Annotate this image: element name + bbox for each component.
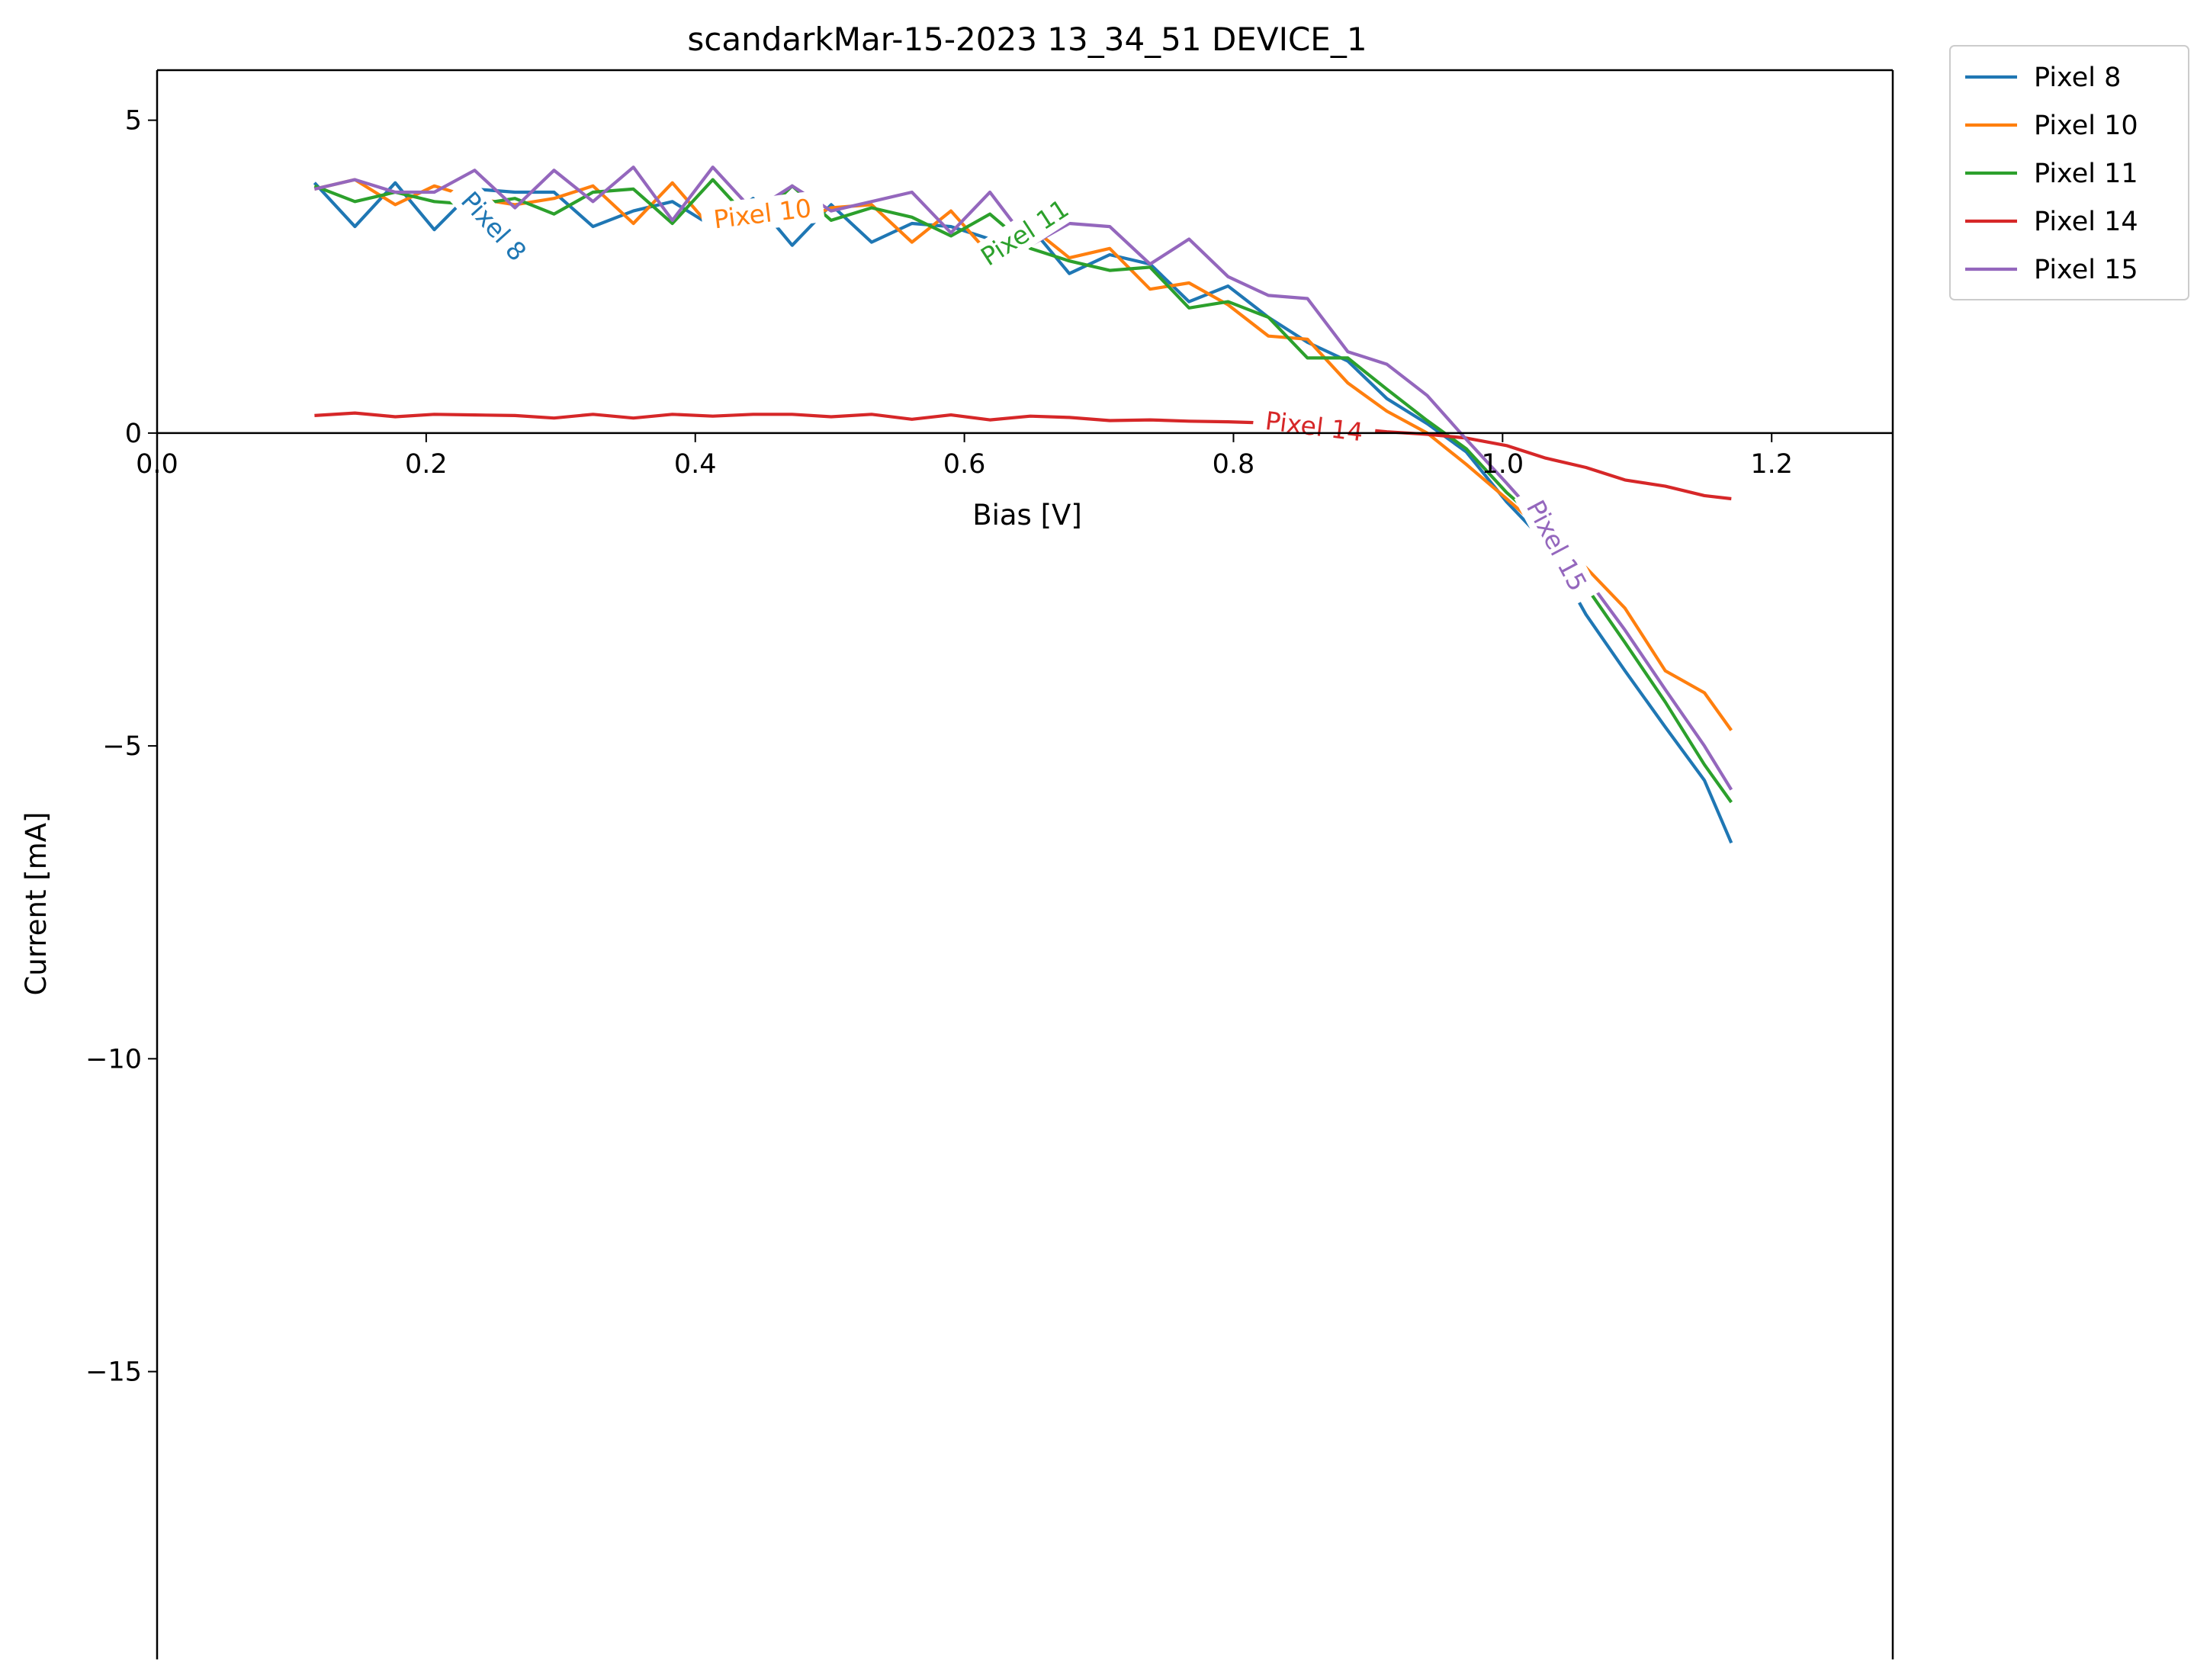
inline-label-bg — [1514, 483, 1600, 607]
y-tick-label: 0 — [125, 419, 142, 449]
inline-label-bg — [1251, 403, 1377, 450]
legend-label: Pixel 8 — [2034, 63, 2121, 93]
legend-frame — [1949, 45, 2189, 300]
inline-label-bg — [699, 190, 825, 237]
x-tick-label: 0.4 — [674, 449, 717, 480]
legend-label: Pixel 14 — [2034, 207, 2138, 237]
axes: 0.0 0.2 0.4 0.6 0.8 1.0 1.2 5 0 −5 −10 −15 — [85, 69, 1894, 1659]
series-line-pixel-14 — [314, 411, 1732, 501]
x-tick-label: 0.0 — [136, 449, 178, 480]
inline-label-bg — [446, 175, 542, 277]
x-tick-label: 1.0 — [1482, 449, 1524, 480]
y-tick-label: −15 — [85, 1357, 142, 1388]
inline-label-bg — [964, 185, 1084, 279]
chart-title: scandarkMar-15-2023 13_34_51 DEVICE_1 — [687, 21, 1367, 58]
legend-label: Pixel 15 — [2034, 255, 2138, 285]
x-tick-label: 0.6 — [943, 449, 986, 480]
y-tick-label: −5 — [102, 731, 142, 762]
series-line-pixel-11 — [313, 178, 1733, 804]
x-tick-label: 0.2 — [405, 449, 448, 480]
legend-label: Pixel 10 — [2034, 111, 2138, 141]
legend-label: Pixel 11 — [2034, 159, 2138, 189]
legend: Pixel 8 Pixel 10 Pixel 11 Pixel 14 Pixel 15 — [1949, 45, 2189, 300]
y-tick-label: 5 — [125, 106, 142, 137]
y-tick-label: −10 — [85, 1044, 142, 1074]
x-tick-label: 0.8 — [1213, 449, 1255, 480]
x-axis-label: Bias [V] — [972, 499, 1082, 532]
y-axis-label: Current [mA] — [20, 812, 53, 996]
x-tick-label: 1.2 — [1750, 449, 1793, 480]
